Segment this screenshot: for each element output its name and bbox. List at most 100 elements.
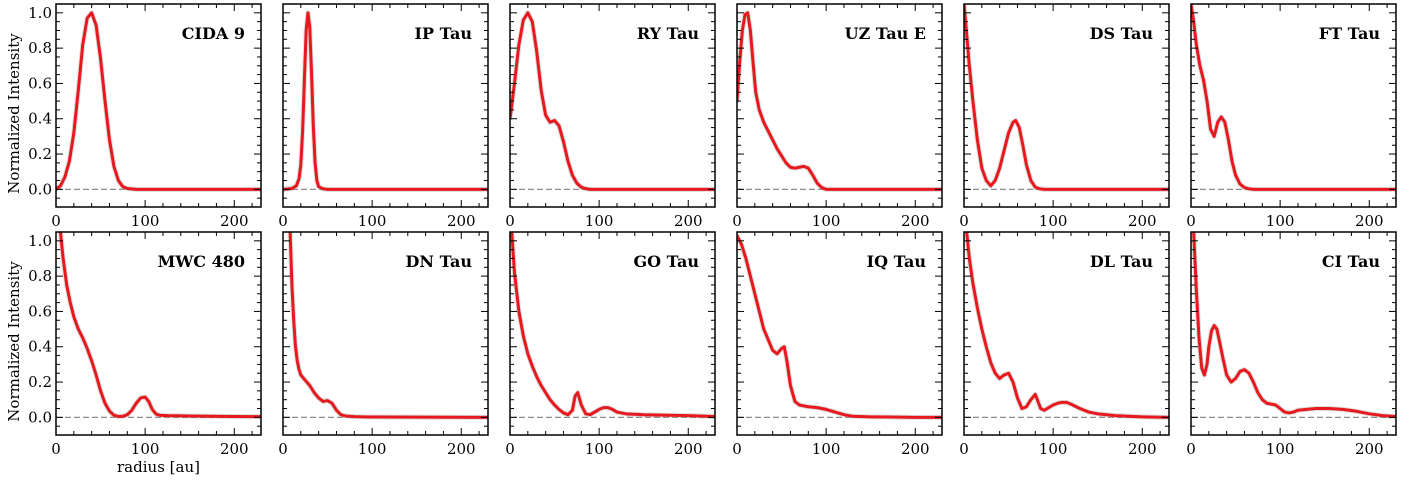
x-tick-label: 100 (585, 212, 614, 230)
x-tick-label: 200 (901, 212, 930, 230)
intensity-profile-line (510, 11, 715, 191)
x-tick-label: 0 (959, 440, 969, 458)
x-tick-label: 0 (1186, 440, 1196, 458)
y-tick-label: 0.0 (28, 408, 52, 426)
x-tick-label: 200 (1355, 212, 1384, 230)
panel-title: GO Tau (633, 252, 699, 271)
x-tick-label: 100 (131, 440, 160, 458)
intensity-profile-line (964, 4, 1169, 191)
x-tick-label: 200 (1128, 212, 1157, 230)
x-tick-label: 200 (1128, 440, 1157, 458)
x-axis-label: radius [au] (117, 458, 200, 476)
intensity-profile-line (965, 232, 1169, 419)
panel-title: IP Tau (415, 24, 473, 43)
panel-ft-tau: 0 100 200 FT Tau (1186, 3, 1397, 230)
x-tick-label: 200 (220, 440, 249, 458)
intensity-profile-line (737, 234, 942, 419)
plot-frame (736, 3, 943, 208)
x-tick-label: 200 (674, 440, 703, 458)
y-tick-label: 1.0 (28, 4, 52, 22)
plot-frame (963, 231, 1170, 436)
panel-dl-tau: 0 100 200 DL Tau (959, 231, 1170, 458)
panel-cida-9: 0 100 200 0.0 0.2 0.4 0.6 0.8 1.0 CIDA 9 (28, 3, 262, 230)
intensity-profile-line (1192, 232, 1396, 418)
panel-ip-tau: 0 100 200 IP Tau (278, 3, 489, 230)
panel-title: MWC 480 (158, 252, 245, 271)
x-tick-label: 100 (358, 440, 387, 458)
panel-title: CI Tau (1322, 252, 1381, 271)
plot-frame (736, 231, 943, 436)
plot-frame (55, 231, 262, 436)
x-tick-label: 100 (131, 212, 160, 230)
panel-title: CIDA 9 (182, 24, 245, 43)
panel-title: DN Tau (406, 252, 473, 271)
plot-frame (282, 3, 489, 208)
x-tick-label: 200 (220, 212, 249, 230)
y-tick-label: 1.0 (28, 232, 52, 250)
y-tick-label: 0.4 (28, 338, 52, 356)
x-tick-label: 100 (812, 212, 841, 230)
x-tick-label: 100 (1039, 440, 1068, 458)
x-tick-label: 100 (1039, 212, 1068, 230)
intensity-profile-line (58, 232, 261, 419)
x-tick-label: 200 (1355, 440, 1384, 458)
intensity-profile-line (56, 11, 261, 191)
panel-title: FT Tau (1319, 24, 1381, 43)
panel-title: DS Tau (1090, 24, 1154, 43)
x-tick-label: 0 (278, 440, 288, 458)
x-tick-label: 0 (51, 212, 61, 230)
panel-title: UZ Tau E (845, 24, 926, 43)
y-tick-label: 0.8 (28, 39, 52, 57)
intensity-profile-line (283, 11, 488, 191)
x-tick-label: 0 (1186, 212, 1196, 230)
intensity-profile-line (288, 232, 488, 419)
y-axis-label-top-row: Normalized Intensity (5, 33, 23, 194)
x-tick-label: 200 (447, 440, 476, 458)
y-tick-label: 0.8 (28, 267, 52, 285)
x-tick-label: 0 (959, 212, 969, 230)
y-tick-label: 0.2 (28, 373, 52, 391)
plot-frame (55, 3, 262, 208)
x-tick-label: 100 (1266, 212, 1295, 230)
x-tick-label: 100 (812, 440, 841, 458)
plot-frame (509, 231, 716, 436)
panel-title: RY Tau (637, 24, 700, 43)
intensity-profile-line (737, 11, 942, 191)
intensity-profile-line (510, 232, 715, 418)
y-axis-label-bottom-row: Normalized Intensity (5, 261, 23, 422)
plot-frame (509, 3, 716, 208)
x-tick-label: 0 (505, 212, 515, 230)
x-tick-label: 200 (674, 212, 703, 230)
panel-ry-tau: 0 100 200 RY Tau (505, 3, 716, 230)
plot-frame (282, 231, 489, 436)
panel-dn-tau: 0 100 200 DN Tau (278, 231, 489, 458)
x-tick-label: 100 (1266, 440, 1295, 458)
panel-mwc-480: 0 100 200 0.0 0.2 0.4 0.6 0.8 1.0 MWC 480 (28, 231, 262, 458)
y-tick-label: 0.6 (28, 74, 52, 92)
x-tick-label: 200 (901, 440, 930, 458)
y-tick-label: 0.0 (28, 180, 52, 198)
panel-title: DL Tau (1090, 252, 1153, 271)
y-tick-label: 0.6 (28, 302, 52, 320)
panel-ci-tau: 0 100 200 CI Tau (1186, 231, 1397, 458)
y-tick-label: 0.2 (28, 145, 52, 163)
x-tick-label: 0 (732, 440, 742, 458)
panels: 0 100 200 0.0 0.2 0.4 0.6 0.8 1.0 CIDA 9 0 100 200 IP… (28, 3, 1397, 458)
panel-title: IQ Tau (867, 252, 927, 271)
plot-frame (1190, 231, 1397, 436)
x-tick-label: 100 (358, 212, 387, 230)
plot-frame (1190, 3, 1397, 208)
x-tick-label: 0 (51, 440, 61, 458)
x-tick-label: 100 (585, 440, 614, 458)
panel-go-tau: 0 100 200 GO Tau (505, 231, 716, 458)
x-tick-label: 0 (505, 440, 515, 458)
plot-frame (963, 3, 1170, 208)
x-tick-label: 200 (447, 212, 476, 230)
panel-ds-tau: 0 100 200 DS Tau (959, 3, 1170, 230)
x-tick-label: 0 (278, 212, 288, 230)
x-tick-label: 0 (732, 212, 742, 230)
panel-uz-tau-e: 0 100 200 UZ Tau E (732, 3, 943, 230)
y-tick-label: 0.4 (28, 110, 52, 128)
intensity-profile-line (1191, 4, 1396, 191)
